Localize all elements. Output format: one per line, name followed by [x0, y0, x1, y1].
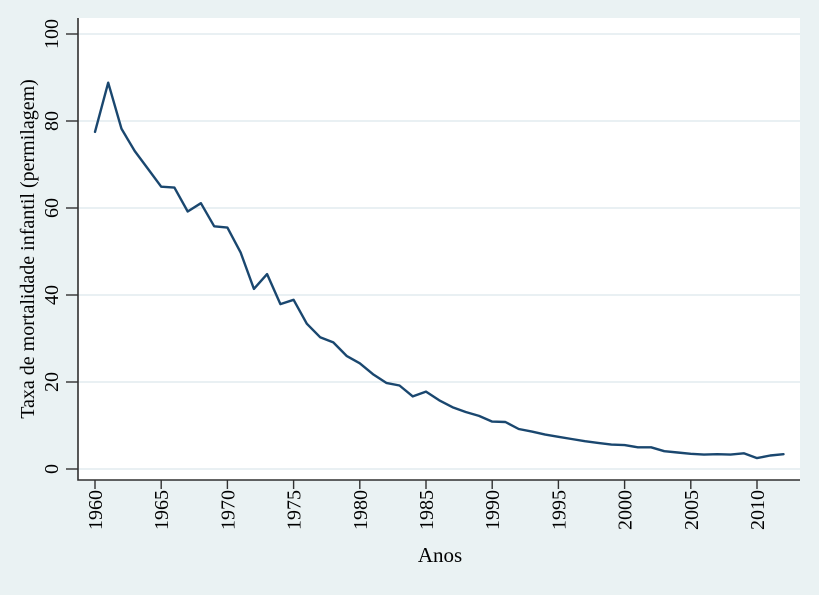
x-tick-label: 2000	[615, 490, 637, 530]
y-tick-label: 0	[41, 464, 63, 474]
x-tick-label: 2005	[681, 490, 703, 530]
mortality-rate-line	[93, 81, 785, 460]
x-tick-label: 1975	[284, 490, 306, 530]
x-axis-tick-labels: 1960 1965 1970 1975 1980 1985 1990 1995 2000 2005…	[85, 490, 769, 530]
x-tick-label: 1970	[217, 490, 239, 530]
x-tick-label: 1990	[482, 490, 504, 530]
y-tick-label: 80	[41, 111, 63, 131]
x-tick-label: 1995	[548, 490, 570, 530]
y-tick-label: 20	[41, 372, 63, 392]
x-axis-ticks	[94, 480, 758, 489]
y-tick-label: 60	[41, 198, 63, 218]
y-tick-label: 40	[41, 285, 63, 305]
y-axis-title: Taxa de mortalidade infantil (permilagem…	[17, 79, 39, 419]
y-tick-label: 100	[41, 19, 63, 49]
x-tick-label: 1965	[151, 490, 173, 530]
axis-lines	[77, 18, 800, 481]
x-tick-label: 1960	[85, 490, 107, 530]
plot-area	[78, 18, 800, 480]
x-tick-label: 1980	[350, 490, 372, 530]
x-tick-label: 1985	[416, 490, 438, 530]
x-axis-title: Anos	[418, 543, 462, 567]
y-axis-tick-labels: 0 20 40 60 80 100	[41, 19, 63, 474]
gridlines	[78, 33, 800, 470]
x-tick-label: 2010	[747, 490, 769, 530]
y-axis-ticks	[66, 33, 78, 470]
